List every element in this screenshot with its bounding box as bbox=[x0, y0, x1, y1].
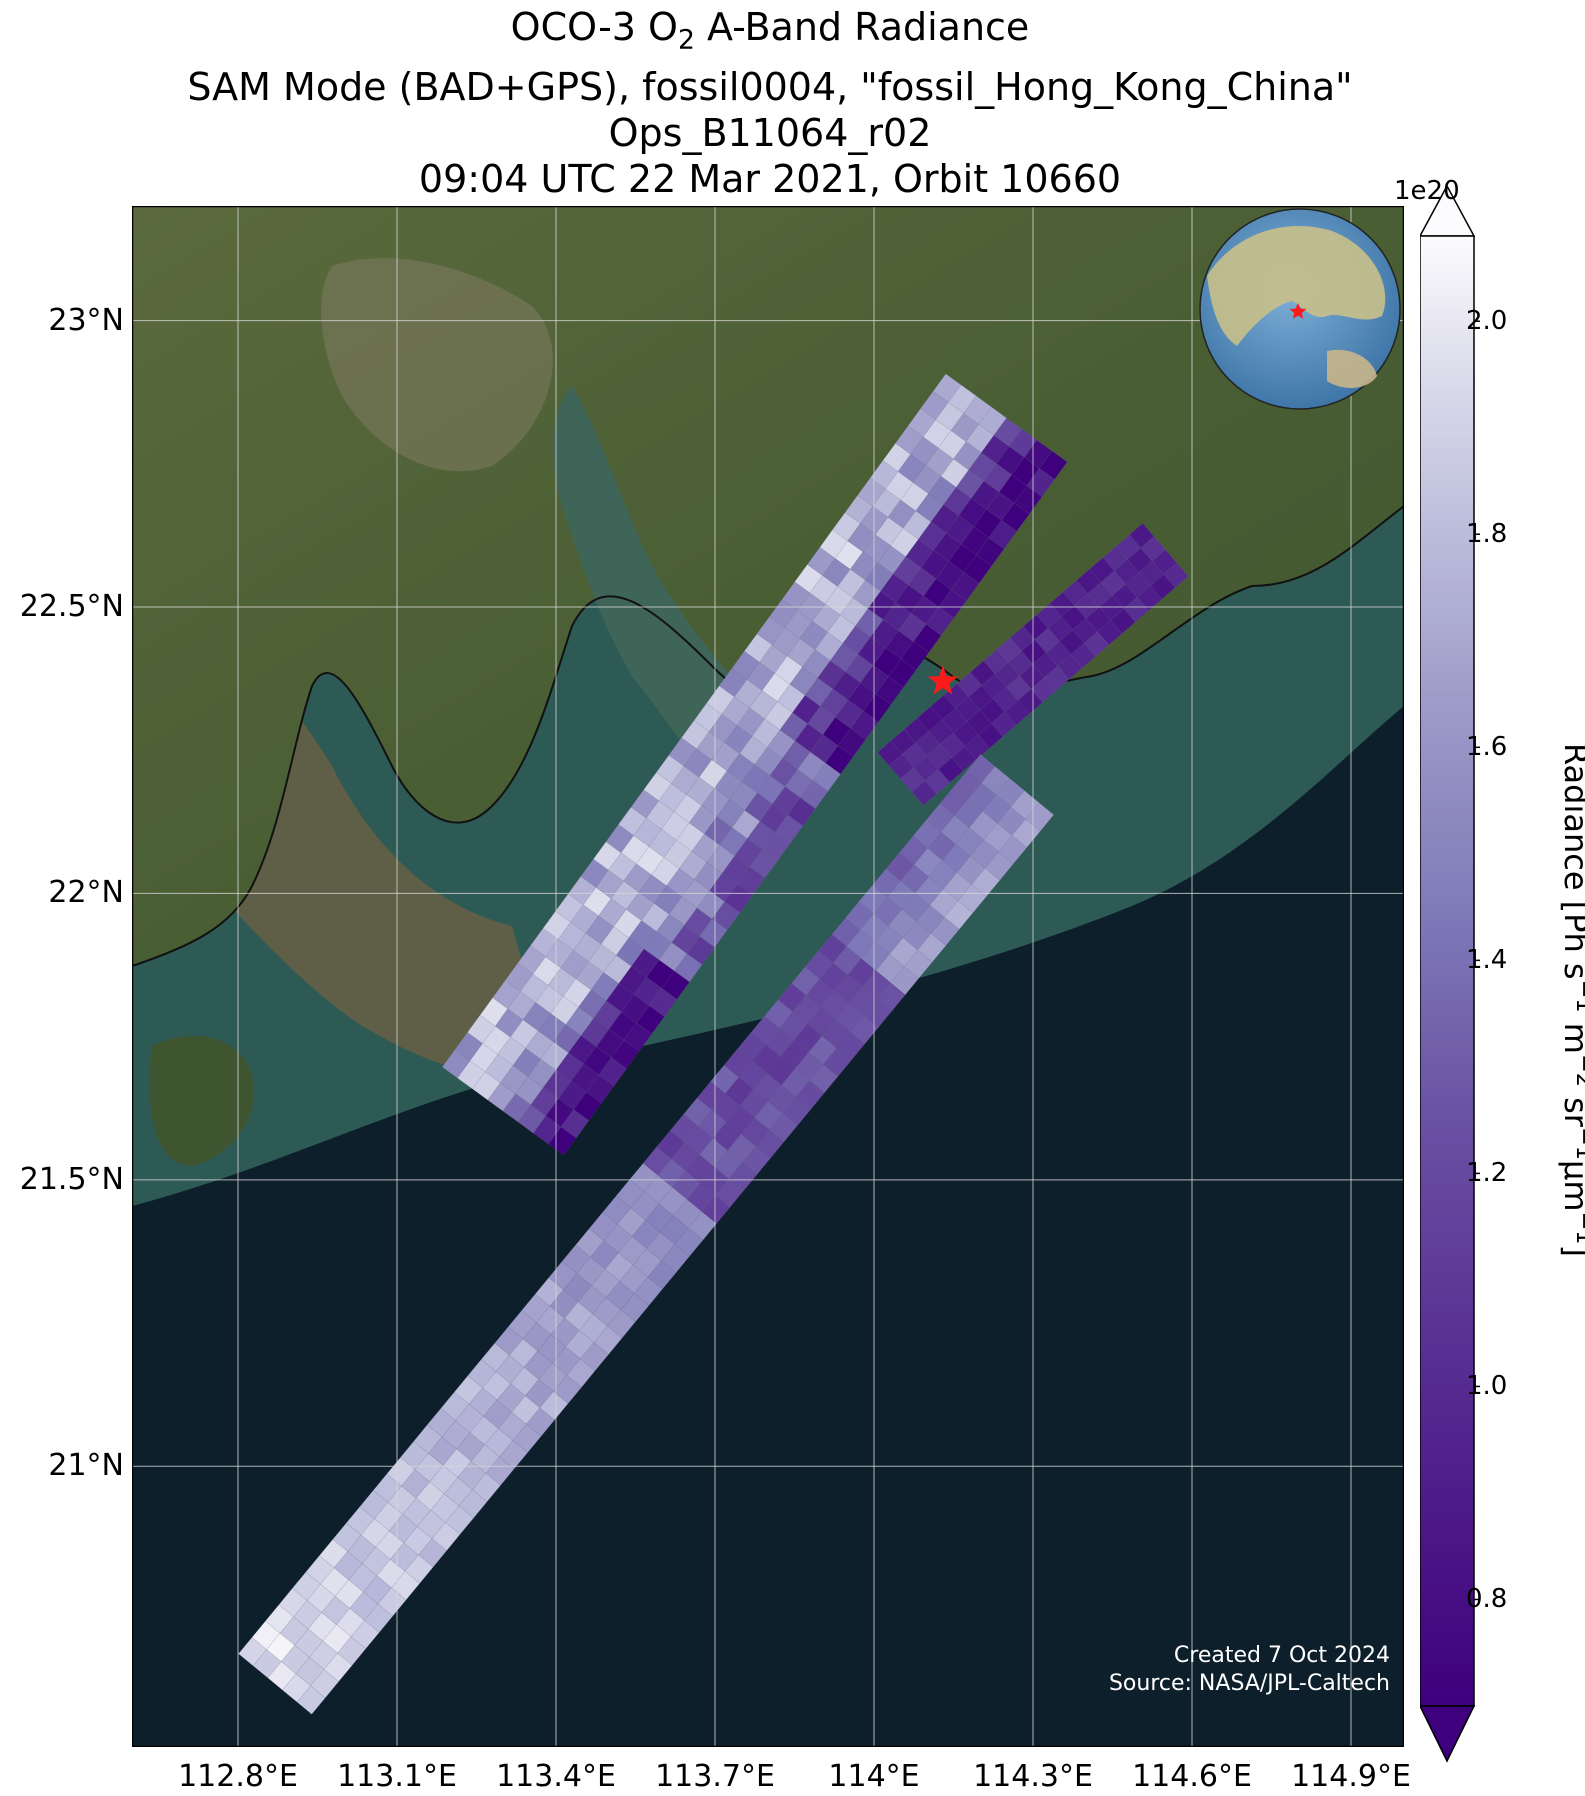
map-frame bbox=[132, 206, 1404, 1747]
lon-tick-label: 114.3°E bbox=[973, 1759, 1093, 1794]
colorbar-tick-label: 1.0 bbox=[1466, 1371, 1508, 1402]
lon-tick-label: 113.4°E bbox=[496, 1759, 616, 1794]
inset-globe bbox=[1199, 208, 1401, 410]
colorbar-tick-label: 2.0 bbox=[1466, 306, 1508, 337]
title-line-4: 09:04 UTC 22 Mar 2021, Orbit 10660 bbox=[418, 156, 1122, 201]
swath-footprint bbox=[1163, 562, 1189, 588]
lat-tick-label: 22°N bbox=[48, 875, 124, 911]
coastline bbox=[132, 505, 1404, 967]
lon-tick-label: 114.9°E bbox=[1291, 1759, 1411, 1794]
colorbar-tick-label: 1.8 bbox=[1466, 519, 1508, 550]
lon-tick-label: 113.1°E bbox=[337, 1759, 457, 1794]
colorbar bbox=[1420, 186, 1480, 1763]
figure-title: OCO-3 O2 A-Band Radiance SAM Mode (BAD+G… bbox=[0, 0, 1540, 202]
credit-text: Created 7 Oct 2024 Source: NASA/JPL-Calt… bbox=[1109, 1642, 1390, 1698]
swath-footprint bbox=[1039, 450, 1068, 480]
map-canvas[interactable] bbox=[132, 206, 1404, 1747]
colorbar-extend-low bbox=[1420, 1705, 1476, 1763]
lat-tick-label: 22.5°N bbox=[19, 589, 124, 624]
target-star-icon bbox=[927, 665, 959, 695]
colorbar-tick-label: 1.6 bbox=[1466, 732, 1508, 763]
title-line-3: Ops_B11064_r02 bbox=[608, 110, 932, 155]
west-island bbox=[149, 1036, 254, 1166]
globe-land-australia bbox=[1327, 349, 1377, 388]
radiance-swaths bbox=[238, 373, 1189, 1715]
lon-tick-label: 114°E bbox=[828, 1759, 920, 1794]
map-panel[interactable] bbox=[132, 206, 1404, 1747]
credit-source: Source: NASA/JPL-Caltech bbox=[1108, 1671, 1390, 1696]
title-line-1: OCO-3 O2 A-Band Radiance bbox=[510, 5, 1030, 56]
lon-tick-label: 113.7°E bbox=[655, 1759, 775, 1794]
title-line-2: SAM Mode (BAD+GPS), fossil0004, "fossil_… bbox=[187, 64, 1353, 109]
urban-area bbox=[321, 258, 553, 472]
colorbar-label: Radiance [Ph s−1 m−2 sr−1μm−1] bbox=[1557, 742, 1585, 1257]
lat-tick-label: 21°N bbox=[48, 1448, 124, 1484]
colorbar-tick-label: 0.8 bbox=[1466, 1584, 1508, 1615]
colorbar-tick-label: 1.4 bbox=[1466, 945, 1508, 976]
globe-star-icon bbox=[1289, 303, 1307, 319]
globe-land-asia bbox=[1207, 226, 1386, 346]
lat-tick-label: 23°N bbox=[48, 302, 124, 338]
lon-tick-label: 114.6°E bbox=[1132, 1759, 1252, 1794]
graticule bbox=[132, 206, 1404, 1747]
lon-tick-label: 112.8°E bbox=[178, 1759, 298, 1794]
colorbar-tick-label: 1.2 bbox=[1466, 1158, 1508, 1189]
credit-created: Created 7 Oct 2024 bbox=[1173, 1643, 1390, 1668]
colorbar-ticks bbox=[1474, 320, 1480, 1601]
colorbar-exponent: 1e20 bbox=[1394, 176, 1460, 206]
lat-tick-label: 21.5°N bbox=[19, 1161, 124, 1197]
